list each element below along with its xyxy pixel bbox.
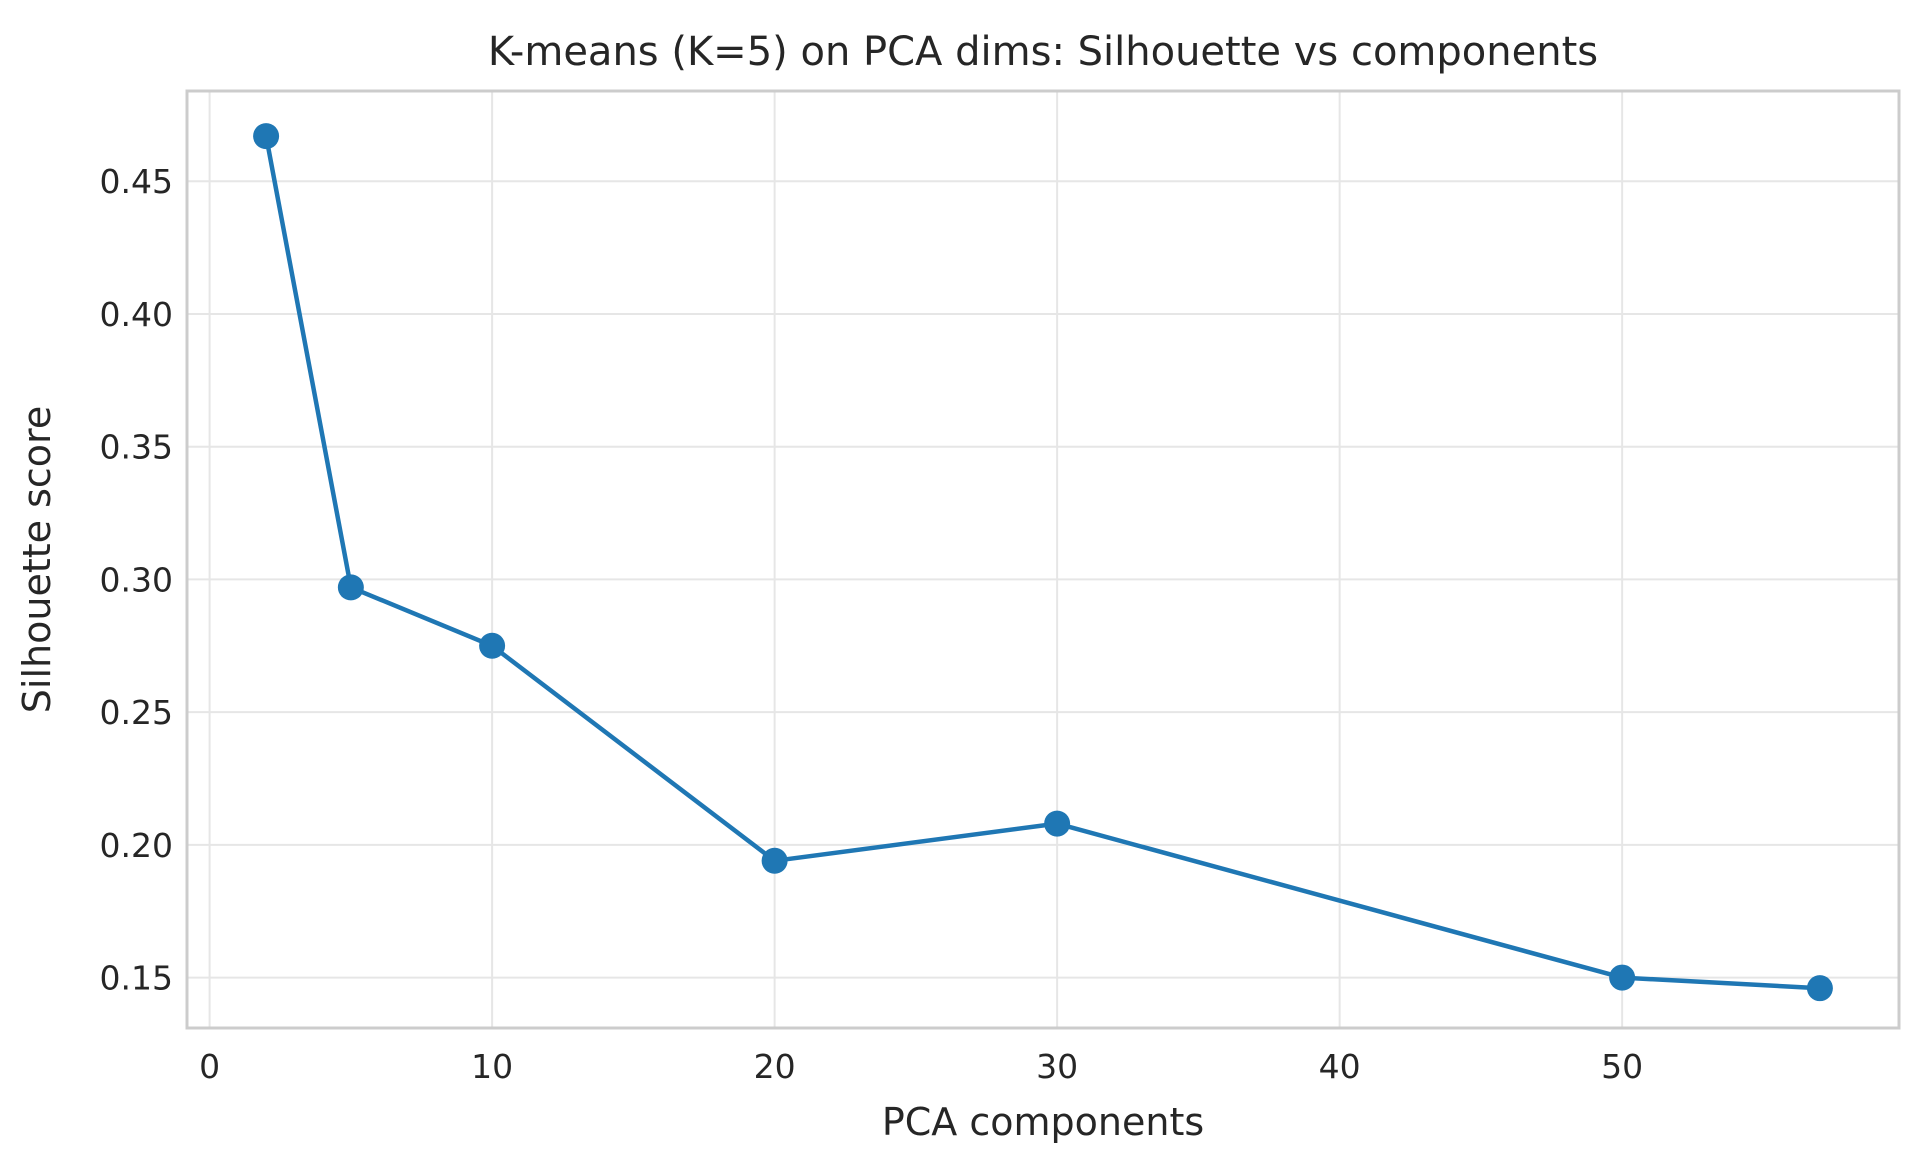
x-tick-label: 50 — [1601, 1047, 1643, 1086]
chart-title: K-means (K=5) on PCA dims: Silhouette vs… — [488, 29, 1598, 75]
plot-frame — [185, 89, 1901, 1030]
x-axis-label: PCA components — [882, 1100, 1204, 1144]
grid-layer — [187, 91, 1899, 1028]
data-point — [253, 123, 280, 150]
y-tick-label: 0.15 — [100, 959, 173, 998]
series-layer — [253, 123, 1833, 1002]
x-tick-label: 10 — [471, 1047, 513, 1086]
x-tick-label: 0 — [199, 1047, 220, 1086]
y-tick-label: 0.30 — [100, 560, 173, 599]
data-point — [1044, 810, 1071, 837]
x-tick-label: 20 — [754, 1047, 796, 1086]
y-tick-label: 0.20 — [100, 826, 173, 865]
data-point — [337, 574, 364, 601]
data-point — [1609, 964, 1636, 991]
y-tick-label: 0.45 — [100, 162, 173, 201]
y-axis-label: Silhouette score — [15, 406, 59, 713]
y-tick-label: 0.35 — [100, 428, 173, 467]
data-point — [479, 632, 506, 659]
y-tick-labels: 0.15 0.20 0.25 0.30 0.35 0.40 0.45 — [100, 162, 173, 997]
x-tick-labels: 0 10 20 30 40 50 — [199, 1047, 1643, 1086]
series-line — [263, 135, 1821, 991]
x-tick-label: 30 — [1036, 1047, 1078, 1086]
x-tick-label: 40 — [1319, 1047, 1361, 1086]
data-point — [1806, 975, 1833, 1002]
data-point — [761, 847, 788, 874]
y-tick-label: 0.40 — [100, 295, 173, 334]
y-tick-label: 0.25 — [100, 693, 173, 732]
